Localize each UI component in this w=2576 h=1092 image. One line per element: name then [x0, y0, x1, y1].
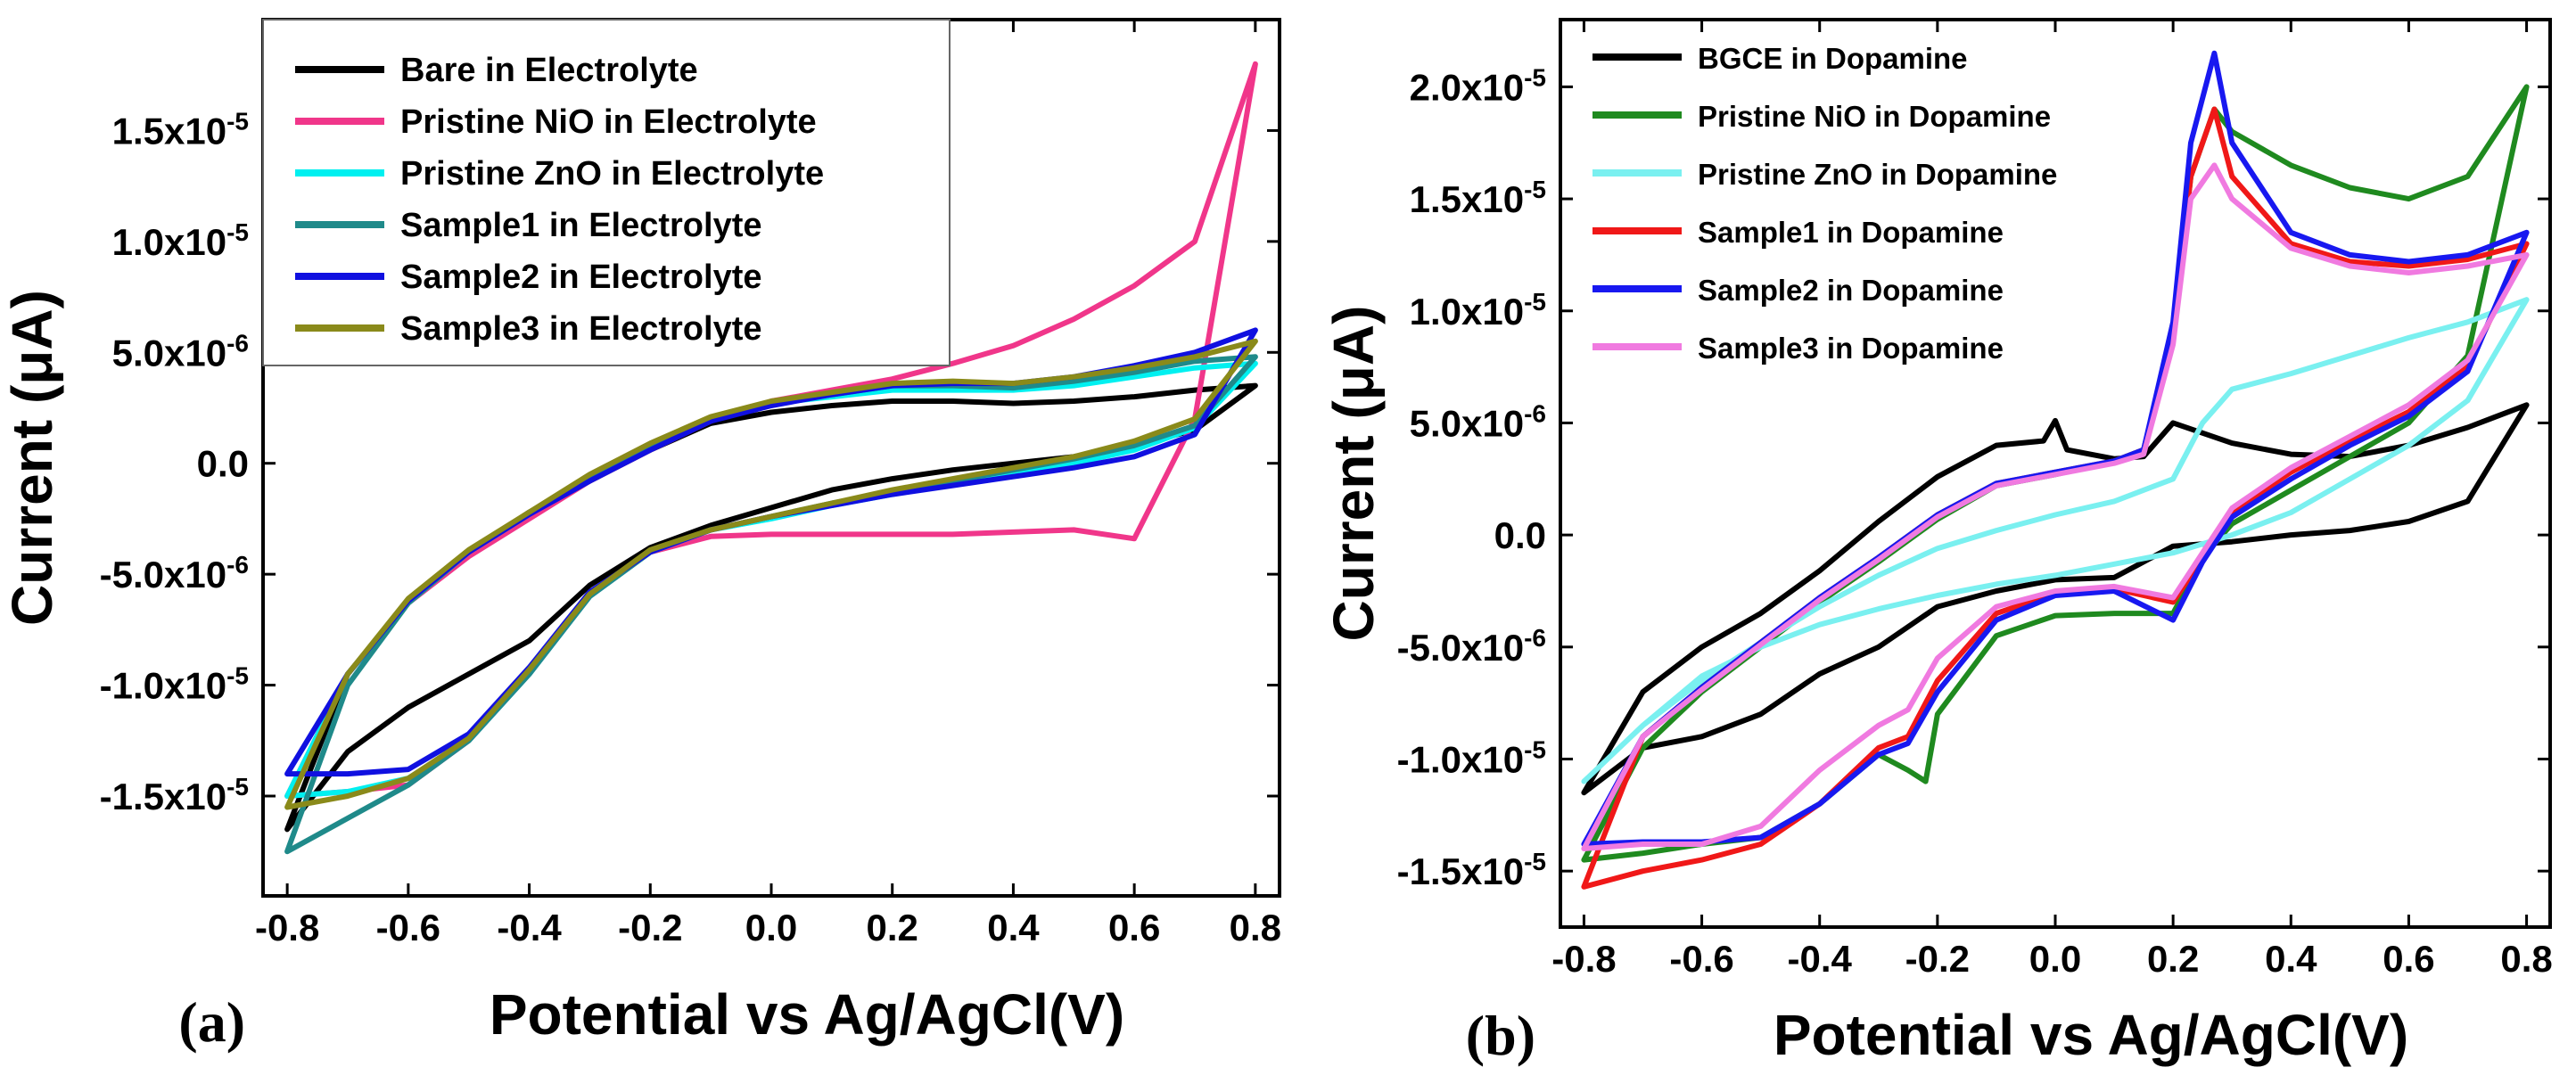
chart-a-y-tick-label: -5.0x10-6 [100, 551, 249, 595]
chart-b-legend-label: BGCE in Dopamine [1698, 42, 1968, 75]
chart-b-y-axis-title: Current (μA) [1321, 306, 1386, 642]
chart-a-y-tick-label: 0.0 [197, 443, 249, 485]
chart-a-x-tick-label: 0.2 [867, 907, 918, 948]
chart-a-y-tick-label: -1.5x10-5 [100, 773, 249, 817]
chart-b-x-tick-label: 0.6 [2383, 938, 2434, 980]
chart-b-legend-label: Pristine NiO in Dopamine [1698, 100, 2051, 133]
chart-b-x-tick-label: -0.6 [1669, 938, 1733, 980]
chart-a-x-tick-label: 0.0 [745, 907, 797, 948]
chart-a-y-tick-label: 1.0x10-5 [112, 218, 249, 263]
chart-b-y-tick-label: -1.0x10-5 [1397, 735, 1546, 780]
chart-a-panel-label: (a) [178, 990, 245, 1054]
chart-b-x-tick-label: 0.8 [2500, 938, 2552, 980]
chart-b-x-tick-label: -0.4 [1788, 938, 1853, 980]
chart-b-y-tick-label: -5.0x10-6 [1397, 624, 1546, 669]
chart-b-x-tick-label: 0.4 [2265, 938, 2317, 980]
chart-a-series-6-curve [284, 338, 1258, 810]
chart-a-legend-label: Pristine ZnO in Electrolyte [400, 155, 824, 193]
chart-b-x-tick-label: -0.8 [1551, 938, 1616, 980]
chart-b-legend-label: Pristine ZnO in Dopamine [1698, 158, 2057, 191]
chart-panel-a: -0.8 -0.6 -0.4 -0.2 0.0 0.2 0.4 0.6 0.8 -1.5x10-5… [0, 0, 1284, 1088]
chart-a-legend-label: Sample1 in Electrolyte [400, 207, 762, 244]
chart-b-x-tick-label: 0.2 [2147, 938, 2199, 980]
chart-b-y-tick-label: 1.0x10-5 [1410, 288, 1546, 333]
chart-b-x-axis-title: Potential vs Ag/AgCl(V) [1774, 1003, 2408, 1067]
chart-b-y-tick-label: -1.5x10-5 [1397, 848, 1546, 892]
chart-a-x-tick-label: 0.8 [1230, 907, 1281, 948]
chart-a-x-tick-label: -0.2 [618, 907, 682, 948]
chart-a-series-4-curve [284, 354, 1258, 855]
chart-a-legend-label: Pristine NiO in Electrolyte [400, 103, 817, 141]
chart-a-y-tick-label: 5.0x10-6 [112, 329, 249, 374]
chart-a-svg: -0.8 -0.6 -0.4 -0.2 0.0 0.2 0.4 0.6 0.8 -1.5x10-5… [0, 18, 1281, 1054]
chart-a-x-tick-label: -0.8 [255, 907, 319, 948]
chart-a-x-tick-label: 0.6 [1108, 907, 1160, 948]
chart-b-svg: -0.8 -0.6 -0.4 -0.2 0.0 0.2 0.4 0.6 0.8 -1.5x10-5… [1321, 18, 2553, 1067]
chart-a-y-tick-label: -1.0x10-5 [100, 662, 249, 707]
chart-a-x-tick-label: -0.4 [497, 907, 562, 948]
chart-b-x-tick-label: 0.0 [2029, 938, 2081, 980]
chart-b-legend-label: Sample1 in Dopamine [1698, 216, 2004, 249]
chart-b-legend-label: Sample2 in Dopamine [1698, 274, 2004, 307]
chart-b-y-tick-label: 2.0x10-5 [1410, 63, 1546, 108]
chart-b-series-3-curve [1581, 297, 2530, 784]
chart-b-y-tick-label: 0.0 [1494, 514, 1546, 556]
chart-a-x-tick-label: -0.6 [376, 907, 440, 948]
chart-a-legend-label: Bare in Electrolyte [400, 52, 698, 89]
chart-a-x-tick-label: 0.4 [987, 907, 1040, 948]
chart-a-y-tick-label: 1.5x10-5 [112, 107, 249, 152]
chart-b-panel-label: (b) [1466, 1004, 1535, 1067]
chart-a-legend-label: Sample2 in Electrolyte [400, 259, 762, 296]
chart-b-x-tick-label: -0.2 [1905, 938, 1970, 980]
chart-a-legend-box [262, 19, 951, 366]
chart-b-y-tick-label: 5.0x10-6 [1410, 399, 1546, 444]
chart-b-series-6-curve [1581, 162, 2530, 851]
chart-b-y-tick-label: 1.5x10-5 [1410, 176, 1546, 220]
chart-b-series-1-curve [1581, 402, 2530, 796]
chart-panel-b: -0.8 -0.6 -0.4 -0.2 0.0 0.2 0.4 0.6 0.8 -1.5x10-5… [1284, 0, 2576, 1088]
chart-b-legend-label: Sample3 in Dopamine [1698, 332, 2004, 365]
chart-a-y-axis-title: Current (μA) [0, 290, 64, 626]
chart-a-x-axis-title: Potential vs Ag/AgCl(V) [490, 982, 1124, 1047]
chart-a-legend-label: Sample3 in Electrolyte [400, 310, 762, 348]
